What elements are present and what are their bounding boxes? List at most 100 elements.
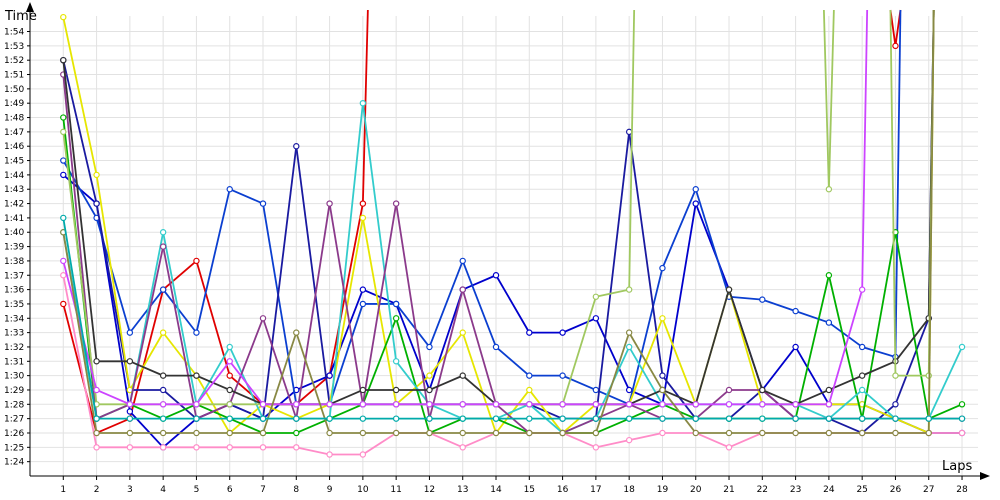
x-tick-label: 10 [357,485,369,495]
data-point [759,415,766,422]
series-segment [195,189,231,333]
data-point [725,444,733,451]
series-segment [429,374,464,391]
y-tick-label: 1:37 [4,271,24,281]
data-point [592,444,600,451]
data-point [559,415,566,422]
data-point [226,444,233,451]
data-point [925,429,932,437]
series-segment [661,203,697,405]
data-point [858,343,866,351]
grid [30,16,978,476]
data-point [392,386,400,394]
series-segment [895,417,930,434]
x-tick-label: 24 [823,485,835,495]
data-point [426,415,433,422]
data-point [226,358,233,365]
series-segment [461,332,497,434]
y-tick-label: 1:34 [4,314,24,324]
series-14 [60,214,966,422]
data-point [93,358,100,365]
y-tick-label: 1:46 [4,142,24,152]
data-point [792,343,799,351]
y-tick-label: 1:33 [4,329,24,339]
data-point [93,200,100,207]
data-point [659,401,666,408]
data-point [625,401,633,408]
data-point [526,401,533,408]
series-segment [894,232,930,419]
data-point [892,415,899,422]
data-point [692,429,699,437]
series-segment [96,403,131,420]
data-point [492,415,500,422]
y-tick-label: 1:29 [4,386,24,396]
x-tick-label: 15 [524,485,535,495]
y-tick-label: 1:53 [4,42,24,52]
series-segment [828,321,863,348]
series-segment [661,317,697,405]
series-segment [662,389,697,406]
x-tick-label: 4 [160,485,166,495]
data-point [326,451,333,458]
series-segment [927,9,935,433]
series-segment [162,332,198,377]
series-segment [461,260,497,348]
x-tick-label: 13 [457,485,468,495]
series-segment [295,417,330,434]
x-tick-label: 26 [890,485,902,495]
data-point [259,429,267,437]
y-tick-label: 1:43 [4,185,24,195]
series-13 [60,9,935,437]
series-segment [328,203,364,376]
data-point [359,300,367,308]
data-point [93,171,100,179]
data-point [459,415,466,422]
data-point [159,429,167,437]
data-point [858,372,866,379]
series-segment [62,60,98,362]
data-point [359,386,367,394]
data-point [492,401,500,408]
data-point [659,386,666,394]
data-point [625,386,633,394]
series-segment [861,360,896,377]
data-point [759,296,766,303]
data-point [459,329,466,336]
data-point [625,329,633,336]
series-segment [861,389,897,420]
x-tick-label: 27 [923,485,934,495]
series-segment [595,389,630,406]
series-segment [628,432,663,442]
data-point [93,415,100,422]
x-tick-label: 7 [260,485,266,495]
data-point [293,429,300,437]
data-point [226,386,233,394]
series-segment [62,275,98,448]
data-point [526,429,533,437]
series-segment [395,318,431,434]
x-axis-arrow [980,472,990,480]
data-point [60,300,67,308]
x-tick-label: 19 [657,485,669,495]
y-tick-label: 1:51 [4,71,24,81]
data-point [792,307,799,315]
data-point [93,386,100,394]
x-tick-label: 21 [723,485,734,495]
series-segment [861,403,896,420]
series-segment [761,389,796,406]
data-point [858,286,866,293]
data-point [159,243,167,250]
data-point [159,401,167,408]
data-point [226,343,233,351]
data-point [759,401,766,408]
series-segment [661,188,697,269]
y-axis-title: Time [4,9,37,24]
series-segment [827,9,835,190]
series-segment [395,303,431,348]
series-segment [528,389,564,434]
x-tick-label: 8 [293,485,299,495]
series-segment [861,9,869,290]
y-tick-label: 1:54 [4,28,24,38]
